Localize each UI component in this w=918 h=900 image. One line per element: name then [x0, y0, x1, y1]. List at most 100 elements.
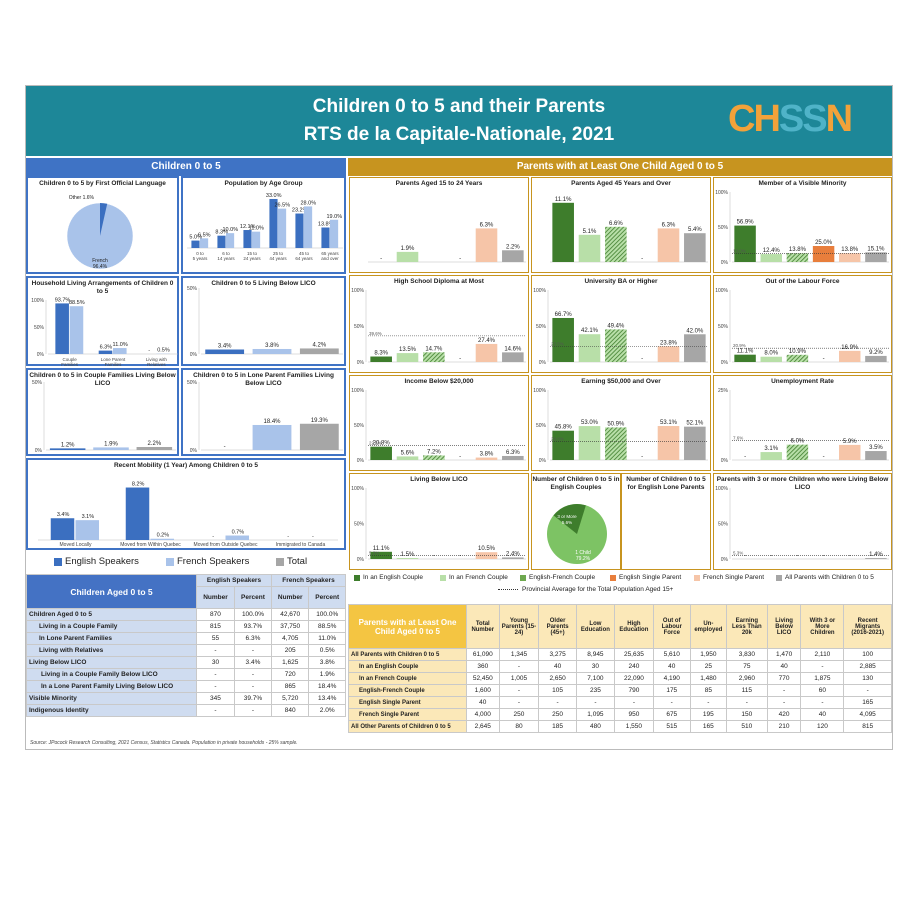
column-header: Out of Labour Force: [652, 604, 691, 649]
bar: [865, 558, 887, 559]
table-cell: -: [575, 696, 616, 709]
provincial-average-label: 20.9%: [733, 343, 746, 348]
table-cell: Indigenous Identity: [26, 704, 197, 717]
data-label: 33.0%: [266, 193, 282, 199]
table-cell: -: [498, 684, 540, 697]
bar: [269, 198, 278, 248]
column-header: Recent Migrants (2016-2021): [843, 604, 892, 649]
data-label: -: [823, 553, 825, 559]
bar: [252, 348, 292, 354]
chart-svg-p1: - 1.9% - 6.3% 2.2%: [368, 222, 526, 263]
table-cell: Children Aged 0 to 5: [26, 608, 197, 621]
data-label: 8.3%: [215, 230, 228, 236]
y-tick-label: 50%: [718, 324, 729, 330]
table-cell: 1,625: [270, 656, 310, 669]
table-cell: 420: [766, 708, 802, 721]
table-cell: 42,670: [270, 608, 310, 621]
table-cell: In an English Couple: [348, 660, 467, 673]
table-cell: -: [538, 696, 577, 709]
data-label: 15.1%: [867, 246, 885, 252]
data-label: -: [433, 553, 435, 559]
data-label: 88.5%: [69, 300, 85, 306]
bar: [370, 446, 392, 460]
data-label: 45.8%: [555, 425, 573, 431]
data-label: -: [459, 553, 461, 559]
chart-title: Population by Age Group: [224, 180, 303, 187]
bar: [396, 251, 419, 262]
legend-all-parents: All Parents with Children 0 to 5: [776, 574, 874, 581]
bar: [684, 233, 706, 262]
table-row: Visible Minority 345 39.7% 5,720 13.4%: [26, 692, 346, 705]
table-cell: 250: [498, 708, 540, 721]
table-cell: 840: [270, 704, 310, 717]
table-cell: 39.7%: [233, 692, 272, 705]
data-label: 53.0%: [581, 420, 599, 426]
panel-hh: Household Living Arrangements of Childre…: [26, 276, 179, 367]
pie-label-three: 3 or More: [557, 514, 577, 519]
data-label: 27.4%: [478, 338, 496, 344]
bar: [475, 457, 498, 460]
table-cell: 240: [614, 660, 654, 673]
y-tick-label: 0%: [721, 360, 729, 366]
x-tick-label: 25 to: [273, 251, 284, 256]
data-label: 11.1%: [737, 349, 754, 355]
table-cell: 150: [725, 708, 768, 721]
bar: [578, 426, 601, 460]
data-label: 25.0%: [815, 240, 833, 246]
bar: [475, 228, 498, 262]
table-cell: 4,095: [843, 708, 892, 721]
table-cell: 515: [652, 720, 691, 733]
chart-svg-p3: 100% 50% 0% 56.9% 12.4% 13.8% 25.0% 13.8% 15.1% 1…: [715, 190, 889, 266]
data-label: 11.1%: [555, 197, 572, 203]
table-cell: 205: [270, 644, 310, 657]
bar: [760, 452, 782, 460]
bar: [150, 538, 175, 540]
x-tick-label: 0 to: [196, 251, 204, 256]
panel-licoL: Children 0 to 5 in Lone Parent Families …: [181, 368, 346, 456]
chart-title: Number of Children 0 to 5 for English Lo…: [626, 476, 706, 491]
data-label: 2.2%: [147, 441, 161, 447]
table-cell: 815: [196, 620, 235, 633]
pie-slice-three-or-more: [553, 504, 586, 534]
table-cell: 2,645: [466, 720, 500, 733]
legend-english-single: English Single Parent: [610, 574, 681, 581]
table-cell: 1.9%: [308, 668, 346, 681]
bar: [125, 487, 150, 540]
bar: [578, 334, 601, 362]
table-cell: Living in a Couple Family: [26, 620, 197, 633]
y-tick-label: 0%: [37, 352, 45, 358]
bar: [299, 348, 339, 354]
bar: [136, 447, 173, 450]
page-subtitle: RTS de la Capitale-Nationale, 2021: [303, 124, 615, 145]
y-tick-label: 0%: [539, 360, 547, 366]
data-label: 6.6%: [609, 221, 623, 227]
table-row: All Parents with Children 0 to 5 61,090 1,…: [348, 648, 892, 661]
data-label: 13.8%: [841, 247, 859, 253]
x-tick-label: Moved from Outside Quebec: [194, 542, 258, 548]
table-cell: 1,470: [766, 648, 802, 661]
bar: [225, 535, 250, 540]
column-header: Un-employed: [689, 604, 727, 649]
y-tick-label: 100%: [533, 288, 546, 294]
table-cell: 105: [538, 684, 577, 697]
provincial-average-label: 39.6%: [369, 331, 382, 336]
bar: [299, 423, 339, 450]
data-label: 5.4%: [688, 227, 702, 233]
table-cell: 85: [689, 684, 727, 697]
bar: [786, 253, 809, 262]
table-cell: 210: [766, 720, 802, 733]
table-cell: 40: [652, 660, 691, 673]
table-cell: 5,720: [270, 692, 310, 705]
table-cell: 480: [575, 720, 616, 733]
x-tick-label: Families: [105, 362, 123, 367]
legend-french: French Speakers: [166, 556, 249, 567]
chart-svg-mob: 3.4% 3.1% 8.2% 0.2% - 0.7% - - Moved Locally Move…: [38, 482, 338, 548]
table-row: In an French Couple 52,450 1,005 2,650 7,100…: [348, 672, 892, 685]
x-tick-label: 65 years: [321, 251, 339, 256]
data-label: 6.3%: [480, 222, 494, 228]
data-label: 3.8%: [480, 452, 494, 458]
column-header: Older Parents (45+): [538, 604, 577, 649]
table-cell: -: [196, 668, 235, 681]
table-cell: -: [233, 680, 272, 693]
pie-label-three-value: 5.6%: [562, 520, 572, 525]
